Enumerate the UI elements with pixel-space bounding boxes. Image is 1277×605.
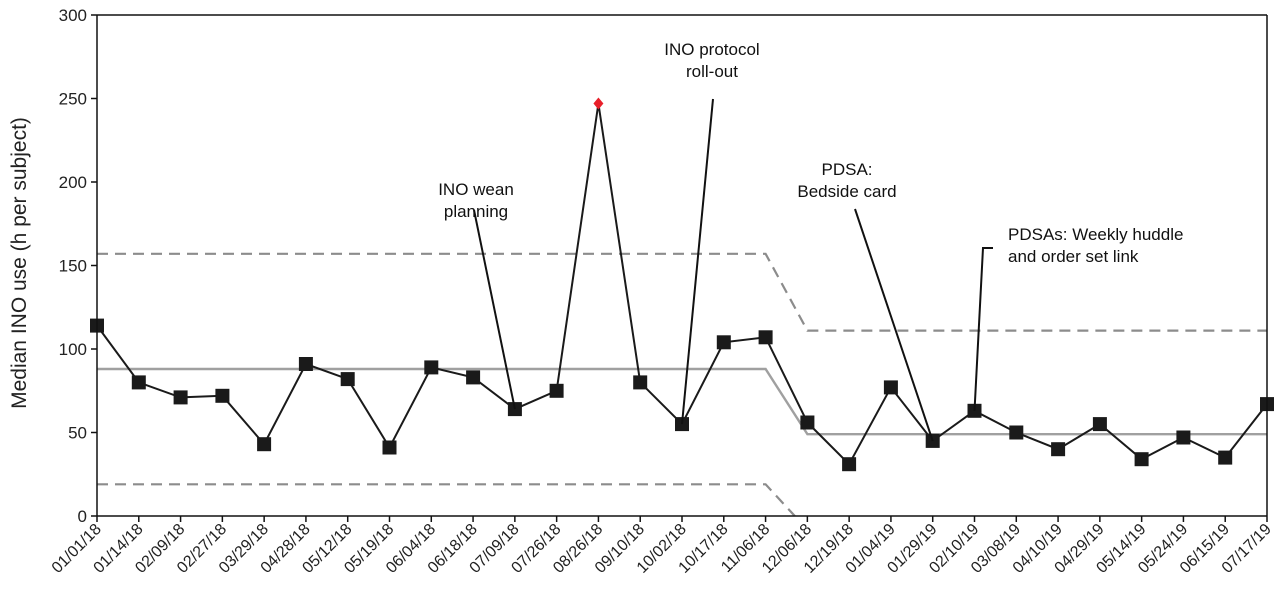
y-tick-label: 50 <box>68 424 87 443</box>
data-point-marker <box>257 437 272 452</box>
annotation-text: Bedside card <box>797 182 896 201</box>
data-point-marker <box>424 360 439 375</box>
upper-control-limit <box>97 252 1267 332</box>
y-tick-label: 250 <box>59 90 87 109</box>
data-point-marker <box>1134 452 1149 467</box>
data-point-marker <box>1051 442 1066 457</box>
data-point-marker <box>842 457 857 472</box>
axes: 05010015020025030001/01/1801/14/1802/09/… <box>49 6 1275 577</box>
data-point-marker <box>340 372 355 387</box>
y-tick-label: 300 <box>59 6 87 25</box>
annotation-leader <box>681 98 714 425</box>
y-axis-title: Median INO use (h per subject) <box>8 117 31 409</box>
data-point-marker <box>716 335 731 350</box>
annotation-text: PDSA: <box>821 160 872 179</box>
y-tick-label: 100 <box>59 340 87 359</box>
series-line <box>96 103 1268 466</box>
annotation-text: INO wean <box>438 180 514 199</box>
data-point-marker <box>633 375 648 390</box>
data-point-marker <box>382 440 397 455</box>
data-point-marker <box>1092 417 1107 432</box>
data-point-marker <box>1218 450 1233 465</box>
data-point-marker <box>758 330 773 345</box>
data-point-marker <box>1009 425 1024 440</box>
data-point-marker <box>173 390 188 405</box>
y-tick-label: 0 <box>78 507 87 526</box>
annotation-text: INO protocol <box>664 40 759 59</box>
data-point-marker <box>800 415 815 430</box>
control-limits <box>97 252 1267 517</box>
special-point-marker <box>593 97 604 110</box>
annotation-text: PDSAs: Weekly huddle <box>1008 225 1183 244</box>
y-tick-label: 200 <box>59 173 87 192</box>
annotation-leader <box>973 247 993 411</box>
data-point-marker <box>466 370 481 385</box>
lower-control-limit <box>97 483 796 517</box>
data-point-marker <box>883 380 898 395</box>
annotation-leader <box>473 209 516 410</box>
data-point-marker <box>549 383 564 398</box>
annotation-text: roll-out <box>686 62 738 81</box>
annotation-leader <box>854 208 934 442</box>
data-point-marker <box>298 357 313 371</box>
annotation-text: and order set link <box>1008 247 1139 266</box>
y-tick-label: 150 <box>59 257 87 276</box>
annotations: INO wean planning INO protocol roll-out PDSA… <box>438 40 1183 442</box>
data-point-marker <box>215 388 230 403</box>
data-point-marker <box>131 375 146 390</box>
annotation-text: planning <box>444 202 508 221</box>
data-point-marker <box>1176 430 1191 445</box>
